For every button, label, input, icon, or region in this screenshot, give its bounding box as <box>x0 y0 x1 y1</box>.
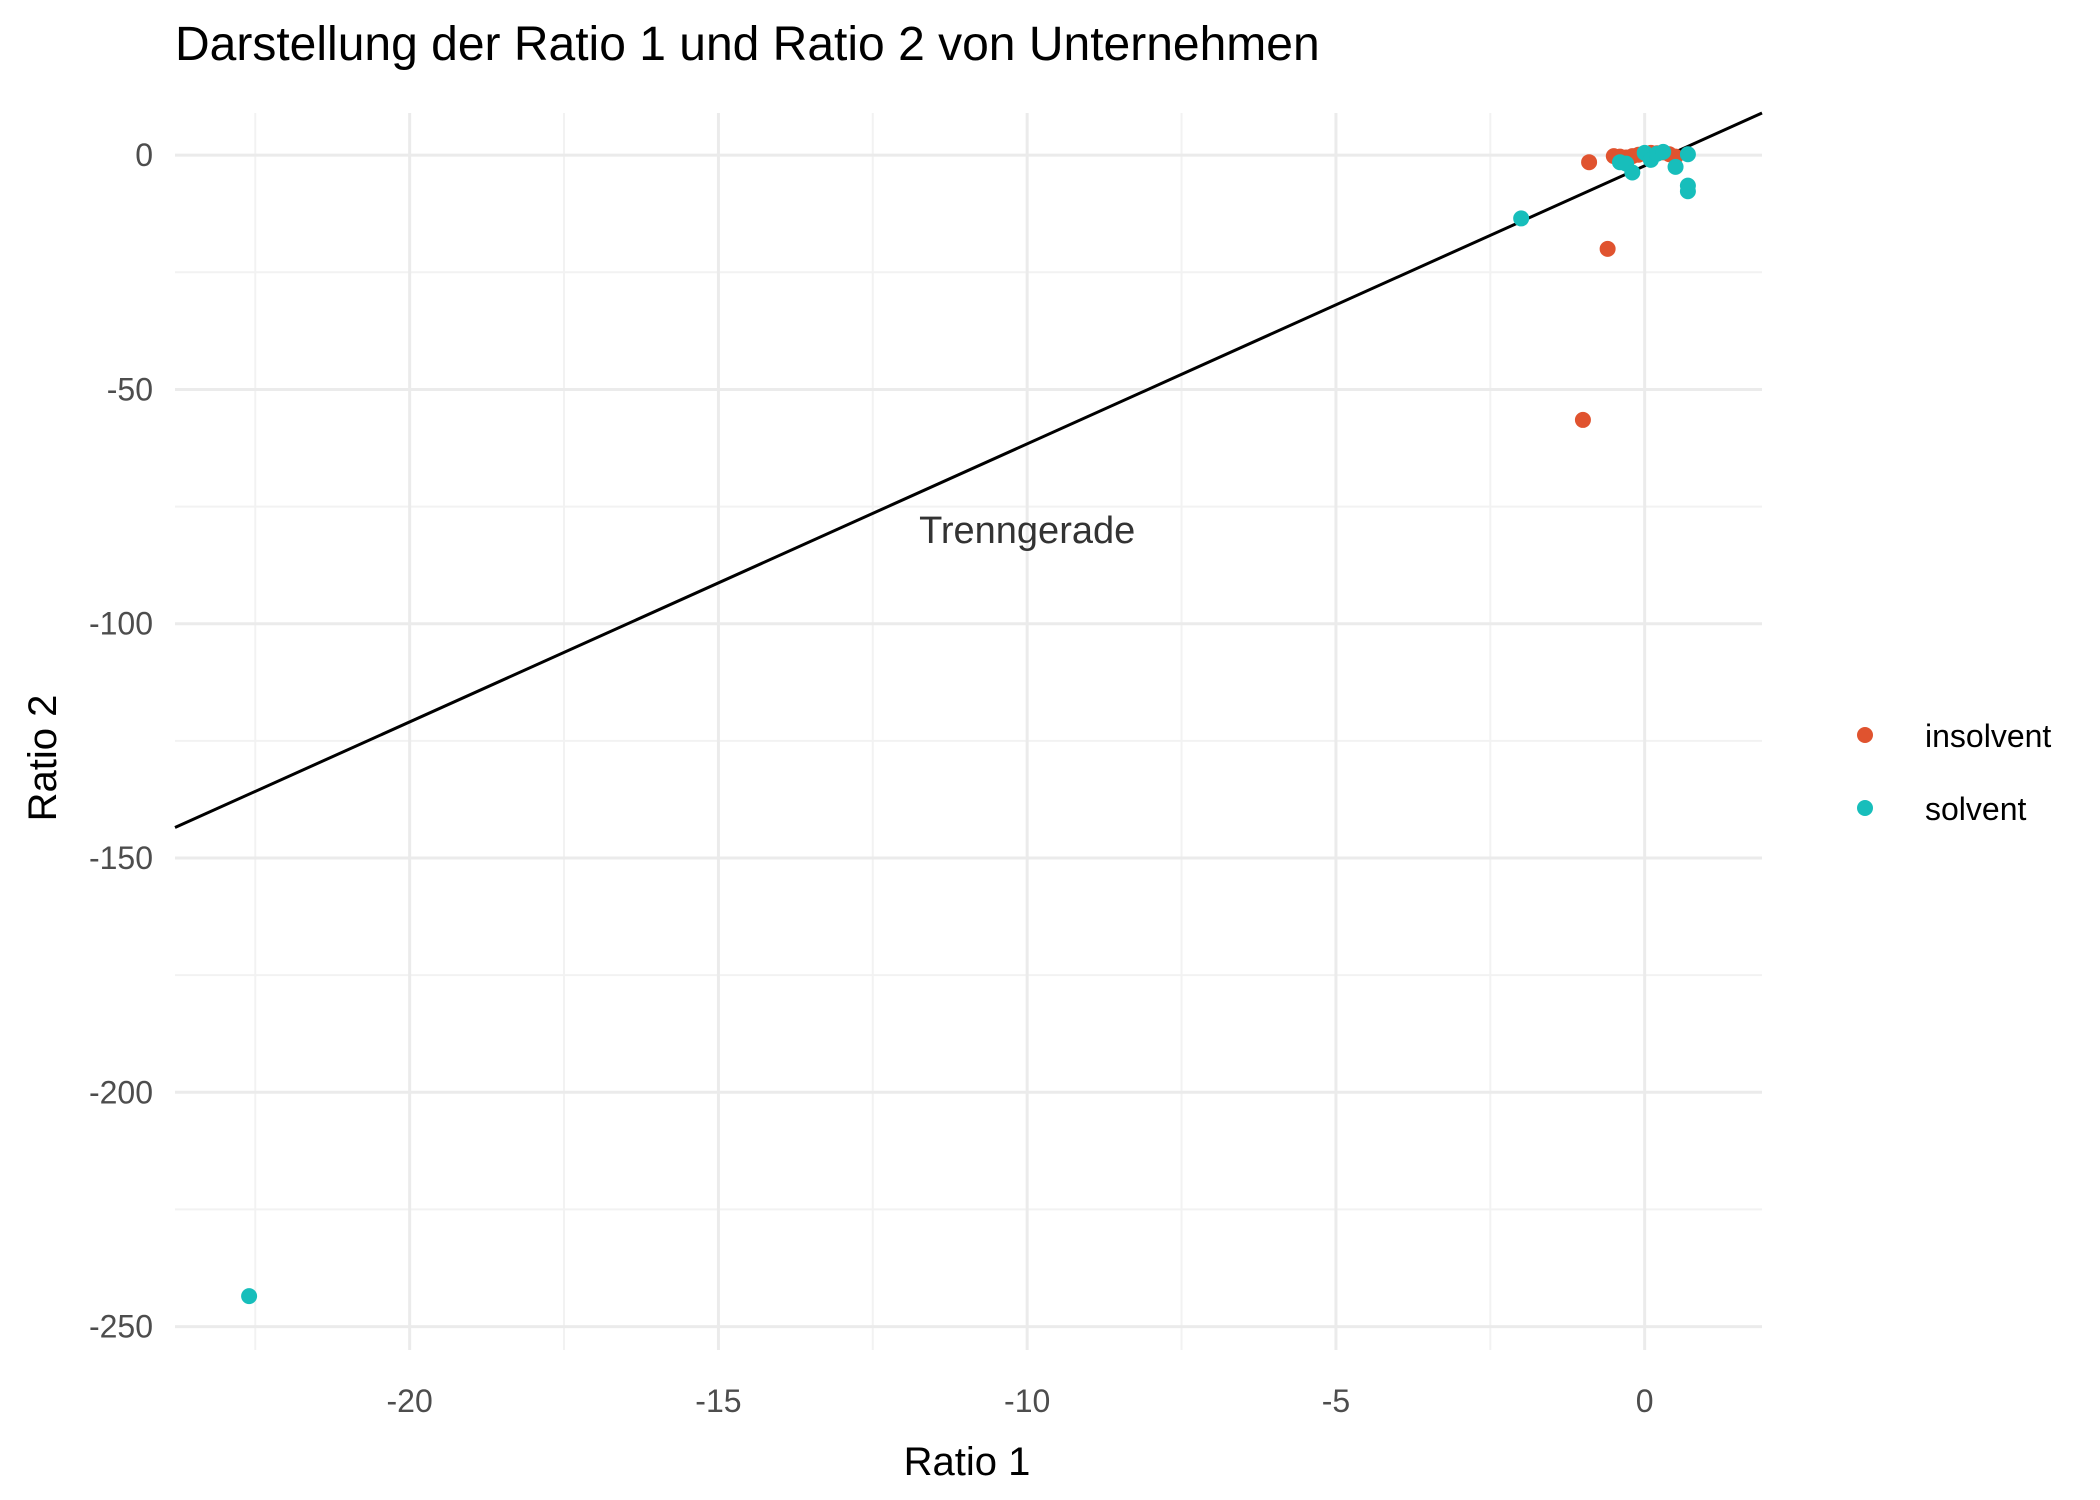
x-tick-label: -20 <box>387 1383 433 1419</box>
data-point-solvent <box>1624 165 1640 181</box>
data-point-solvent <box>241 1288 257 1304</box>
data-point-insolvent <box>1581 154 1597 170</box>
minor-grid <box>175 113 1762 1350</box>
data-point-solvent <box>1680 146 1696 162</box>
legend-marker-solvent <box>1857 800 1873 816</box>
data-point-solvent <box>1513 210 1529 226</box>
data-point-insolvent <box>1575 412 1591 428</box>
y-tick-label: -250 <box>89 1309 153 1345</box>
data-point-solvent <box>1668 159 1684 175</box>
chart-title: Darstellung der Ratio 1 und Ratio 2 von … <box>175 18 1320 71</box>
data-point-solvent <box>1655 144 1671 160</box>
y-axis-title: Ratio 2 <box>21 695 65 822</box>
x-tick-label: -10 <box>1004 1383 1050 1419</box>
x-tick-label: 0 <box>1636 1383 1654 1419</box>
y-tick-label: -150 <box>89 840 153 876</box>
x-axis-ticks: -20 -15 -10 -5 0 <box>387 1383 1654 1419</box>
legend-marker-insolvent <box>1857 727 1873 743</box>
trenngerade-annotation: Trenngerade <box>919 510 1135 552</box>
legend-label-insolvent: insolvent <box>1925 718 2051 754</box>
y-tick-label: 0 <box>135 137 153 173</box>
x-tick-label: -5 <box>1322 1383 1350 1419</box>
major-grid <box>175 113 1762 1350</box>
data-point-solvent <box>1680 183 1696 199</box>
data-points <box>241 144 1696 1304</box>
y-tick-label: -50 <box>107 371 153 407</box>
x-axis-title: Ratio 1 <box>904 1440 1031 1484</box>
legend: insolvent solvent <box>1857 718 2051 827</box>
legend-label-solvent: solvent <box>1925 791 2027 827</box>
x-tick-label: -15 <box>695 1383 741 1419</box>
data-point-insolvent <box>1600 241 1616 257</box>
y-tick-label: -100 <box>89 606 153 642</box>
y-axis-ticks: 0 -50 -100 -150 -200 -250 <box>89 137 153 1344</box>
y-tick-label: -200 <box>89 1074 153 1110</box>
